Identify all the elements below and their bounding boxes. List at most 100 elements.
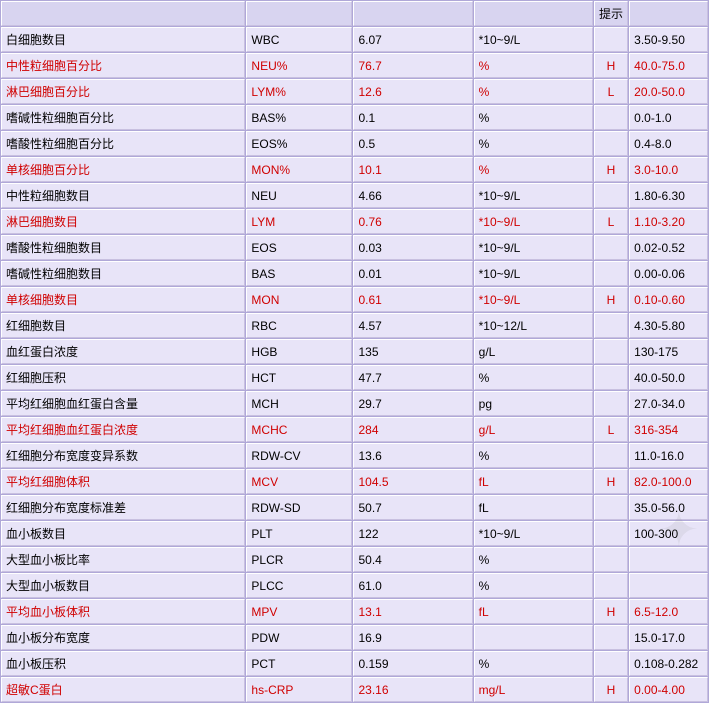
cell-ref bbox=[629, 573, 708, 598]
cell-code: EOS% bbox=[246, 131, 352, 156]
cell-name: 单核细胞数目 bbox=[1, 287, 245, 312]
cell-ref: 1.80-6.30 bbox=[629, 183, 708, 208]
cell-code: PLCR bbox=[246, 547, 352, 572]
cell-flag bbox=[594, 443, 628, 468]
cell-code: PCT bbox=[246, 651, 352, 676]
cell-unit: % bbox=[474, 573, 593, 598]
cell-name: 平均红细胞体积 bbox=[1, 469, 245, 494]
cell-code: HCT bbox=[246, 365, 352, 390]
cell-value: 29.7 bbox=[353, 391, 472, 416]
cell-code: RDW-SD bbox=[246, 495, 352, 520]
cell-name: 血小板数目 bbox=[1, 521, 245, 546]
cell-ref: 27.0-34.0 bbox=[629, 391, 708, 416]
cell-code: MCH bbox=[246, 391, 352, 416]
cell-unit: % bbox=[474, 365, 593, 390]
cell-value: 16.9 bbox=[353, 625, 472, 650]
table-row: 单核细胞数目MON0.61*10~9/LH0.10-0.60 bbox=[1, 287, 708, 312]
cell-flag: L bbox=[594, 209, 628, 234]
cell-unit: % bbox=[474, 131, 593, 156]
table-row: 红细胞分布宽度标准差RDW-SD50.7fL35.0-56.0 bbox=[1, 495, 708, 520]
cell-ref: 0.108-0.282 bbox=[629, 651, 708, 676]
cell-unit: % bbox=[474, 79, 593, 104]
cell-flag: H bbox=[594, 53, 628, 78]
cell-flag: L bbox=[594, 417, 628, 442]
cell-flag: L bbox=[594, 79, 628, 104]
table-row: 中性粒细胞数目NEU4.66*10~9/L1.80-6.30 bbox=[1, 183, 708, 208]
cell-name: 白细胞数目 bbox=[1, 27, 245, 52]
cell-ref: 0.00-0.06 bbox=[629, 261, 708, 286]
cell-ref: 15.0-17.0 bbox=[629, 625, 708, 650]
cell-code: NEU% bbox=[246, 53, 352, 78]
cell-code: LYM% bbox=[246, 79, 352, 104]
cell-value: 50.7 bbox=[353, 495, 472, 520]
cell-value: 0.159 bbox=[353, 651, 472, 676]
cell-name: 中性粒细胞百分比 bbox=[1, 53, 245, 78]
cell-ref: 20.0-50.0 bbox=[629, 79, 708, 104]
cell-value: 104.5 bbox=[353, 469, 472, 494]
cell-code: WBC bbox=[246, 27, 352, 52]
table-row: 血小板分布宽度PDW16.915.0-17.0 bbox=[1, 625, 708, 650]
cell-code: RBC bbox=[246, 313, 352, 338]
cell-code: HGB bbox=[246, 339, 352, 364]
cell-code: MON bbox=[246, 287, 352, 312]
cell-ref bbox=[629, 547, 708, 572]
cell-flag bbox=[594, 235, 628, 260]
table-row: 红细胞分布宽度变异系数RDW-CV13.6%11.0-16.0 bbox=[1, 443, 708, 468]
cell-flag bbox=[594, 183, 628, 208]
cell-unit: % bbox=[474, 443, 593, 468]
cell-name: 红细胞压积 bbox=[1, 365, 245, 390]
cell-value: 13.1 bbox=[353, 599, 472, 624]
cell-ref: 0.02-0.52 bbox=[629, 235, 708, 260]
cell-name: 血小板压积 bbox=[1, 651, 245, 676]
cell-ref: 40.0-50.0 bbox=[629, 365, 708, 390]
cell-unit: % bbox=[474, 547, 593, 572]
table-row: 中性粒细胞百分比NEU%76.7%H40.0-75.0 bbox=[1, 53, 708, 78]
cell-flag bbox=[594, 573, 628, 598]
table-row: 超敏C蛋白hs-CRP23.16mg/LH0.00-4.00 bbox=[1, 677, 708, 702]
cell-flag bbox=[594, 105, 628, 130]
cell-code: MCV bbox=[246, 469, 352, 494]
cell-code: hs-CRP bbox=[246, 677, 352, 702]
cell-value: 6.07 bbox=[353, 27, 472, 52]
cell-unit: *10~9/L bbox=[474, 27, 593, 52]
cell-code: PLT bbox=[246, 521, 352, 546]
cell-ref: 0.4-8.0 bbox=[629, 131, 708, 156]
cell-flag bbox=[594, 521, 628, 546]
cell-unit: % bbox=[474, 157, 593, 182]
cell-ref: 0.00-4.00 bbox=[629, 677, 708, 702]
cell-flag bbox=[594, 651, 628, 676]
cell-code: MCHC bbox=[246, 417, 352, 442]
cell-name: 大型血小板数目 bbox=[1, 573, 245, 598]
cell-name: 超敏C蛋白 bbox=[1, 677, 245, 702]
cell-unit: % bbox=[474, 651, 593, 676]
cell-ref: 316-354 bbox=[629, 417, 708, 442]
table-row: 单核细胞百分比MON%10.1%H3.0-10.0 bbox=[1, 157, 708, 182]
cell-ref: 130-175 bbox=[629, 339, 708, 364]
cell-unit: pg bbox=[474, 391, 593, 416]
table-row: 嗜碱性粒细胞数目BAS0.01*10~9/L0.00-0.06 bbox=[1, 261, 708, 286]
cell-value: 135 bbox=[353, 339, 472, 364]
cell-unit: mg/L bbox=[474, 677, 593, 702]
cell-name: 大型血小板比率 bbox=[1, 547, 245, 572]
cell-flag bbox=[594, 27, 628, 52]
cell-unit: *10~9/L bbox=[474, 183, 593, 208]
cell-name: 嗜碱性粒细胞数目 bbox=[1, 261, 245, 286]
table-row: 平均红细胞体积MCV104.5fLH82.0-100.0 bbox=[1, 469, 708, 494]
cell-value: 4.66 bbox=[353, 183, 472, 208]
cell-value: 23.16 bbox=[353, 677, 472, 702]
table-row: 血小板数目PLT122*10~9/L100-300 bbox=[1, 521, 708, 546]
cell-unit: *10~9/L bbox=[474, 235, 593, 260]
table-row: 平均红细胞血红蛋白含量MCH29.7pg27.0-34.0 bbox=[1, 391, 708, 416]
cell-unit: *10~12/L bbox=[474, 313, 593, 338]
cell-ref: 11.0-16.0 bbox=[629, 443, 708, 468]
table-row: 嗜酸性粒细胞数目EOS0.03*10~9/L0.02-0.52 bbox=[1, 235, 708, 260]
cell-unit: fL bbox=[474, 469, 593, 494]
table-row: 白细胞数目WBC6.07*10~9/L3.50-9.50 bbox=[1, 27, 708, 52]
cell-code: BAS% bbox=[246, 105, 352, 130]
cell-flag bbox=[594, 261, 628, 286]
cell-unit bbox=[474, 625, 593, 650]
cell-name: 嗜酸性粒细胞百分比 bbox=[1, 131, 245, 156]
cell-ref: 6.5-12.0 bbox=[629, 599, 708, 624]
cell-ref: 0.10-0.60 bbox=[629, 287, 708, 312]
cell-name: 平均血小板体积 bbox=[1, 599, 245, 624]
